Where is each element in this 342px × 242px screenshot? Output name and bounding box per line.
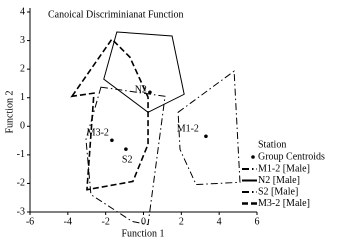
chart-title: Canoical Discriminianat Function [48, 9, 184, 20]
x-tick-label: -2 [101, 216, 109, 227]
legend-label: M1-2 [Male] [258, 163, 310, 174]
legend-swatch [251, 155, 255, 159]
legend-label: Group Centroids [258, 151, 325, 162]
y-tick-label: -1 [17, 149, 25, 160]
y-tick-label: 1 [20, 92, 25, 103]
x-tick-label: 0 [141, 216, 146, 227]
hull-polygon [85, 86, 166, 226]
x-tick-label: 2 [179, 216, 184, 227]
legend-label: S2 [Male] [258, 186, 298, 197]
centroid-label: S2 [122, 154, 133, 165]
y-tick-label: -3 [17, 206, 25, 217]
centroid [204, 134, 208, 139]
centroid [110, 138, 114, 143]
y-tick-label: 3 [20, 35, 25, 46]
hull-polygon [70, 37, 149, 191]
legend-title: Station [258, 139, 286, 150]
hull-polygon [103, 31, 185, 113]
y-tick-label: 0 [20, 121, 25, 132]
y-tick-label: -2 [17, 178, 25, 189]
y-tick-label: 2 [20, 63, 25, 74]
centroid [148, 90, 152, 95]
x-tick-label: 4 [217, 216, 222, 227]
x-axis-label: Function 1 [121, 228, 164, 239]
legend-label: M3-2 [Male] [258, 198, 310, 209]
legend-label: N2 [Male] [258, 175, 300, 186]
y-tick-label: 4 [20, 6, 25, 17]
centroid-label: M3-2 [87, 128, 109, 139]
centroid-label: N2 [135, 85, 147, 96]
x-tick-label: 6 [255, 216, 260, 227]
x-tick-label: -6 [26, 216, 34, 227]
x-tick-label: -4 [64, 216, 72, 227]
centroid-label: M1-2 [177, 124, 199, 135]
centroid [124, 147, 128, 151]
y-axis-label: Function 2 [4, 90, 15, 133]
